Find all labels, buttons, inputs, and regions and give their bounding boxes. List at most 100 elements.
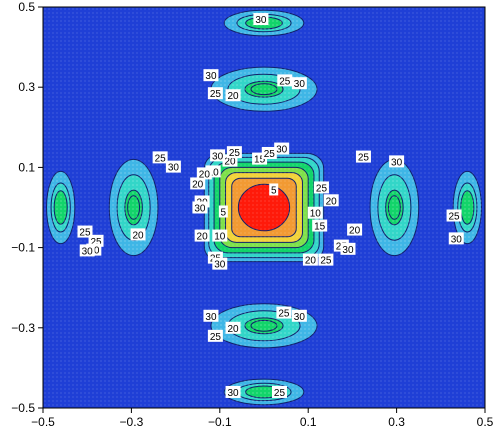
- contour-label-0: 30: [255, 15, 267, 26]
- x-tick-label-3: 0.1: [300, 415, 317, 429]
- contour-label-37: 25: [264, 149, 276, 160]
- y-tick-label-0: 0.5: [18, 0, 35, 14]
- contour-label-19: 30: [391, 157, 403, 168]
- plot-area: [43, 7, 485, 408]
- contour-label-30: 30: [194, 204, 206, 215]
- contour-label-22-bg: [340, 242, 356, 255]
- y-tick-label-5: −0.5: [11, 401, 35, 415]
- contour-label-28-bg: [190, 177, 206, 190]
- contour-label-0-bg: [253, 13, 269, 26]
- contour-label-11-bg: [276, 306, 292, 319]
- contour-label-31-bg: [194, 229, 210, 242]
- contour-label-14: 30: [168, 163, 180, 174]
- contour-label-47-bg: [313, 181, 329, 194]
- contour-label-38-bg: [218, 205, 228, 218]
- contour-label-8: 30: [205, 312, 217, 323]
- contour-label-34: 25: [229, 148, 241, 159]
- contour-label-39: 5: [271, 185, 277, 196]
- contour-label-12: 30: [294, 312, 306, 323]
- contour-label-13: 25: [155, 153, 167, 164]
- contour-label-1-bg: [271, 385, 287, 398]
- contour-label-24: 30: [82, 246, 94, 257]
- contour-label-18: 25: [358, 153, 370, 164]
- contour-label-3-bg: [203, 69, 219, 82]
- contour-label-42: 25: [320, 256, 332, 267]
- contour-label-1: 25: [274, 388, 286, 399]
- contour-label-41-bg: [312, 219, 328, 232]
- contour-label-49-bg: [210, 149, 226, 162]
- y-tick-label-4: −0.3: [11, 321, 35, 335]
- contour-label-10: 20: [227, 324, 239, 335]
- contour-label-20: 20: [349, 226, 361, 237]
- contour-label-4: 25: [210, 89, 222, 100]
- x-tick-label-2: −0.1: [208, 415, 232, 429]
- contour-label-46: 20: [326, 196, 338, 207]
- y-tick-label-1: 0.3: [18, 80, 35, 94]
- contour-label-12-bg: [291, 309, 307, 322]
- contour-label-36-bg: [274, 142, 290, 155]
- contour-label-34-bg: [226, 146, 242, 159]
- contour-label-23-bg: [77, 225, 93, 238]
- contour-label-37-bg: [261, 146, 277, 159]
- x-tick-label-0: −0.5: [31, 415, 55, 429]
- contour-label-33: 20: [224, 157, 236, 168]
- plot-frame: [42, 6, 486, 409]
- contour-label-45: 30: [214, 260, 226, 271]
- contour-label-35: 15: [254, 155, 266, 166]
- contour-label-41: 15: [314, 222, 326, 233]
- y-tick-label-2: 0.1: [18, 160, 35, 174]
- axes: −0.5 −0.3 −0.1 0.1 0.3 0.5 0.5 0.3 0.1 −0.1 −0.3 −0…: [11, 0, 493, 429]
- contour-label-46-bg: [323, 194, 339, 207]
- contour-label-36: 30: [276, 145, 288, 156]
- x-tick-label-4: 0.3: [388, 415, 405, 429]
- contour-label-6: 25: [279, 76, 291, 87]
- contour-label-25: 25: [448, 212, 460, 223]
- contour-label-43: 20: [305, 256, 317, 267]
- contour-label-38: 5: [221, 208, 227, 219]
- contour-label-2-bg: [225, 385, 241, 398]
- y-tick-label-3: −0.1: [11, 241, 35, 255]
- contour-label-14-bg: [165, 160, 181, 173]
- contour-labels: 3025303025202530302520253025302530202530…: [77, 13, 464, 399]
- contour-label-9: 25: [210, 332, 222, 343]
- contour-label-43-bg: [302, 253, 318, 266]
- contour-label-17-bg: [130, 228, 146, 241]
- contour-label-3: 30: [205, 71, 217, 82]
- x-tick-label-5: 0.5: [477, 415, 494, 429]
- contour-label-4-bg: [207, 87, 223, 100]
- contour-label-15: 25: [90, 237, 102, 248]
- contour-label-39-bg: [269, 183, 279, 196]
- x-tick-label-1: −0.3: [120, 415, 144, 429]
- contour-label-17: 20: [132, 230, 144, 241]
- contour-label-5: 20: [227, 91, 239, 102]
- contour-label-24-bg: [79, 244, 95, 257]
- contour-label-7: 30: [294, 79, 306, 90]
- contour-label-49: 30: [212, 151, 224, 162]
- contour-label-25-bg: [446, 209, 462, 222]
- contour-label-28: 20: [192, 179, 204, 190]
- contour-label-40-bg: [307, 206, 323, 219]
- contour-label-2: 30: [227, 388, 239, 399]
- contour-label-40: 10: [310, 209, 322, 220]
- contour-label-13-bg: [152, 151, 168, 164]
- contour-label-42-bg: [318, 253, 334, 266]
- contour-label-30-bg: [192, 201, 208, 214]
- contour-label-45-bg: [212, 257, 228, 270]
- contour-label-7-bg: [291, 77, 307, 90]
- contour-label-18-bg: [355, 150, 371, 163]
- contour-label-32: 10: [214, 232, 226, 243]
- contour-label-22: 30: [342, 245, 354, 256]
- plot-texture: [43, 7, 485, 408]
- contour-label-27: 10: [208, 167, 220, 178]
- contour-label-19-bg: [389, 155, 405, 168]
- contour-label-47: 25: [316, 183, 328, 194]
- contour-label-9-bg: [207, 329, 223, 342]
- contour-label-8-bg: [203, 309, 219, 322]
- contour-label-31: 20: [197, 232, 209, 243]
- contour-label-20-bg: [347, 223, 363, 236]
- contour-label-26-bg: [448, 232, 464, 245]
- contour-label-48: 20: [199, 169, 211, 180]
- contour-label-23: 25: [79, 228, 91, 239]
- contour-label-32-bg: [212, 229, 228, 242]
